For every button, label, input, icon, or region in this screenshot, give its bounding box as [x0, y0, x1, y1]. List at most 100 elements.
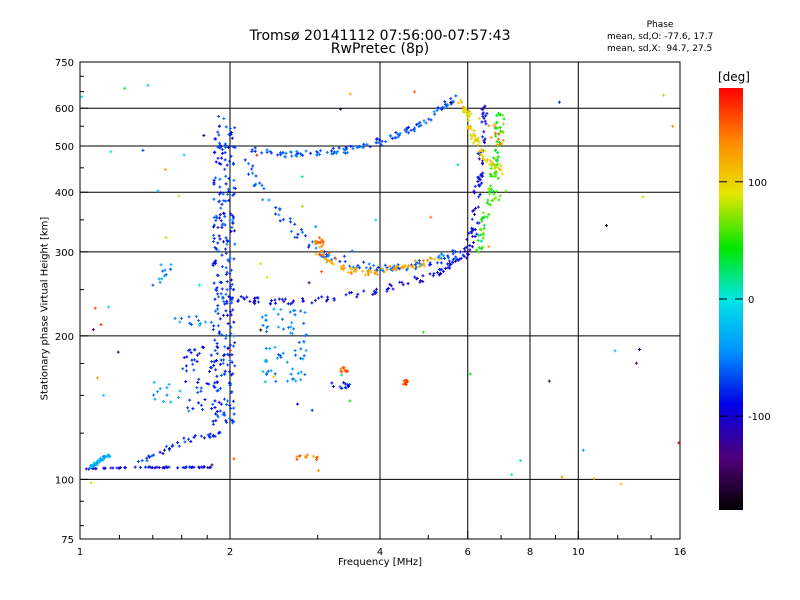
data-point — [229, 278, 233, 282]
data-point — [207, 370, 211, 374]
data-point — [184, 380, 188, 384]
data-point — [233, 364, 237, 368]
data-point — [228, 358, 232, 362]
x-tick-label: 1 — [77, 547, 83, 558]
tick-labels: 1 2 4 6 8 10 16 75 100 200 300 400 500 600 750 — [55, 58, 686, 558]
data-point — [269, 369, 273, 373]
data-point — [98, 458, 102, 462]
data-point — [269, 299, 273, 303]
data-point — [261, 370, 265, 374]
data-point — [189, 351, 193, 355]
data-point — [356, 292, 360, 296]
data-point — [192, 368, 196, 372]
data-point — [447, 259, 451, 263]
data-point — [429, 215, 433, 219]
data-point — [248, 299, 252, 303]
data-point — [232, 178, 236, 182]
data-point — [415, 277, 419, 281]
data-point — [289, 325, 293, 329]
data-point — [307, 281, 311, 285]
data-point — [440, 267, 444, 271]
data-point — [278, 354, 282, 358]
data-point — [181, 367, 185, 371]
data-point — [329, 260, 333, 264]
data-point — [230, 418, 234, 422]
data-point — [366, 273, 370, 277]
data-point — [330, 262, 334, 266]
colorbar-tick-label: 100 — [748, 178, 767, 189]
data-point — [216, 304, 220, 308]
data-point — [212, 384, 216, 388]
data-point — [340, 373, 344, 377]
data-point — [223, 369, 227, 373]
data-point — [151, 283, 155, 287]
grid-lines — [80, 62, 680, 539]
data-point — [493, 157, 497, 161]
data-point — [375, 272, 379, 276]
data-point — [209, 366, 213, 370]
data-point — [225, 420, 229, 424]
data-point — [261, 323, 265, 327]
data-point — [351, 147, 355, 151]
data-point — [223, 158, 227, 162]
data-point — [226, 258, 230, 262]
data-point — [396, 266, 400, 270]
data-point — [230, 390, 234, 394]
data-point — [557, 100, 561, 104]
data-point — [297, 340, 301, 344]
data-point — [293, 235, 297, 239]
data-point — [220, 151, 224, 155]
data-point — [230, 225, 234, 229]
data-point — [349, 271, 353, 275]
data-point — [232, 145, 236, 149]
data-point — [108, 455, 112, 459]
data-point — [217, 249, 221, 253]
data-point — [290, 154, 294, 158]
data-point — [294, 353, 298, 357]
data-point — [403, 263, 407, 267]
data-point — [232, 229, 236, 233]
data-point — [344, 369, 348, 373]
data-point — [493, 125, 497, 129]
data-point — [252, 184, 256, 188]
data-point — [337, 146, 341, 150]
data-point — [476, 152, 480, 156]
data-point — [451, 99, 455, 103]
data-point — [218, 141, 222, 145]
data-point — [484, 122, 488, 126]
data-point — [477, 183, 481, 187]
data-point — [459, 256, 463, 260]
data-point — [156, 189, 160, 193]
data-point — [295, 402, 299, 406]
y-tick-label: 200 — [55, 332, 74, 343]
data-point — [223, 247, 227, 251]
data-point — [176, 466, 180, 470]
data-point — [243, 158, 247, 162]
data-point — [256, 296, 260, 300]
data-point — [499, 164, 503, 168]
data-point — [417, 121, 421, 125]
data-point — [165, 386, 169, 390]
data-point — [211, 328, 215, 332]
data-point — [339, 265, 343, 269]
data-point — [253, 149, 257, 153]
data-point — [193, 434, 197, 438]
data-point — [349, 290, 353, 294]
data-point — [93, 306, 97, 310]
data-point — [216, 292, 220, 296]
data-point — [662, 93, 666, 97]
data-point — [319, 270, 323, 274]
data-point — [289, 229, 293, 233]
data-point — [501, 138, 505, 142]
data-point — [473, 191, 477, 195]
data-point — [212, 223, 216, 227]
data-point — [226, 363, 230, 367]
data-point — [216, 225, 220, 229]
data-point — [214, 368, 218, 372]
data-point — [372, 264, 376, 268]
data-point — [468, 125, 472, 129]
data-point — [276, 325, 280, 329]
data-point — [218, 237, 222, 241]
data-point — [281, 351, 285, 355]
data-point — [325, 150, 329, 154]
